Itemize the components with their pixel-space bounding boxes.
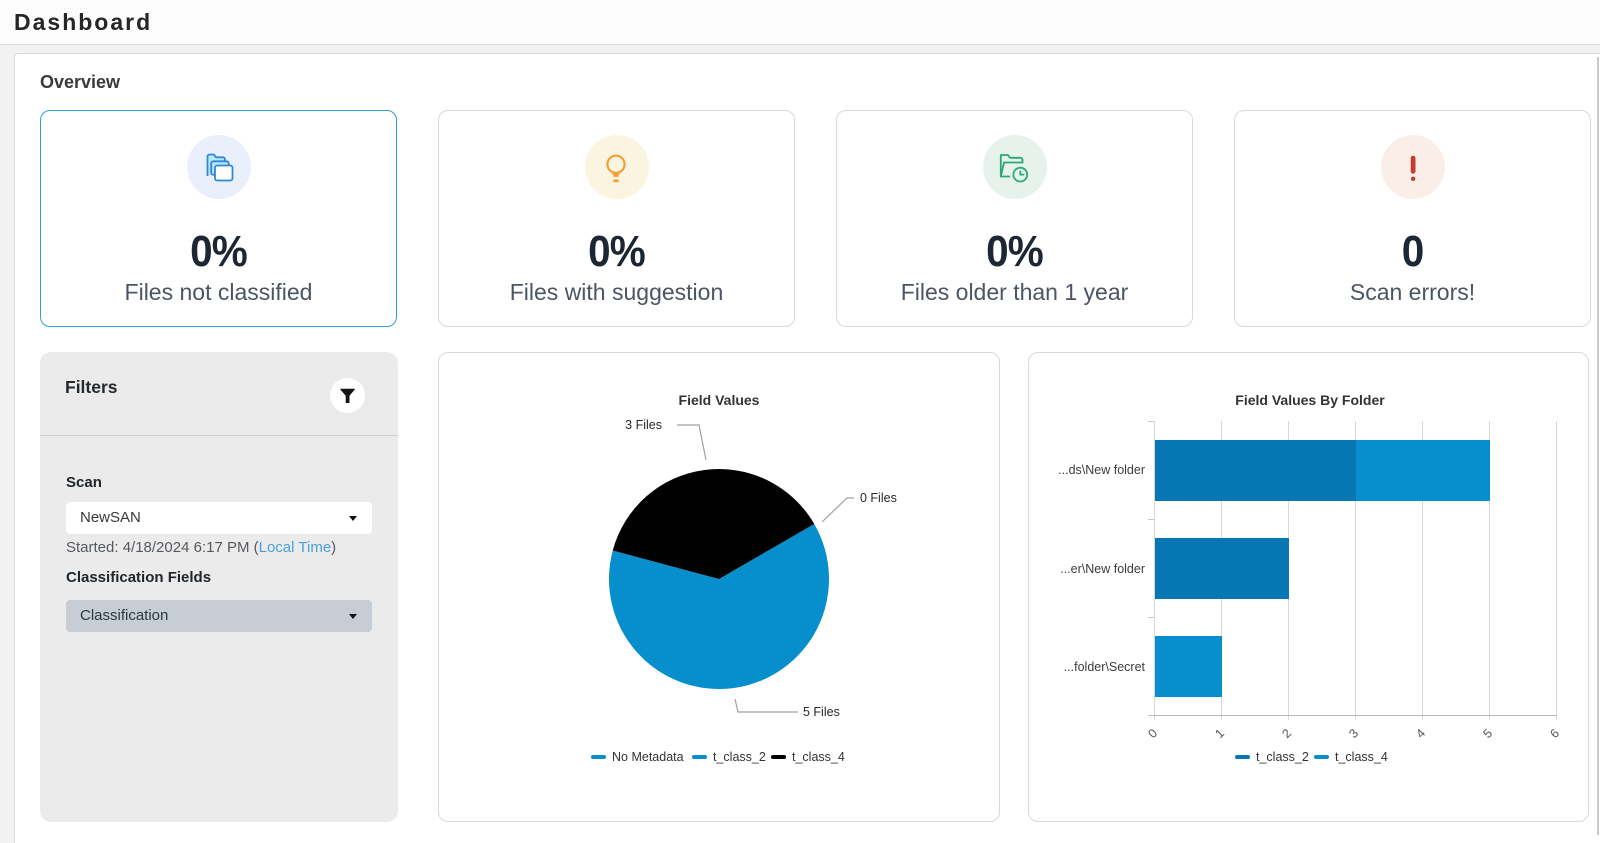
svg-text:3: 3 <box>1346 726 1361 741</box>
svg-text:...ds\New folder: ...ds\New folder <box>1058 463 1145 477</box>
svg-text:2: 2 <box>1279 726 1294 741</box>
svg-text:No Metadata: No Metadata <box>612 750 684 764</box>
svg-text:...folder\Secret: ...folder\Secret <box>1064 660 1146 674</box>
svg-text:5 Files: 5 Files <box>803 705 840 719</box>
svg-text:5: 5 <box>1480 726 1495 741</box>
svg-text:t_class_4: t_class_4 <box>1335 750 1388 764</box>
svg-text:Field Values By Folder: Field Values By Folder <box>1235 392 1385 408</box>
svg-text:Field Values: Field Values <box>679 392 760 408</box>
svg-text:t_class_2: t_class_2 <box>1256 750 1309 764</box>
svg-text:6: 6 <box>1547 726 1562 741</box>
svg-text:t_class_2: t_class_2 <box>713 750 766 764</box>
svg-text:t_class_4: t_class_4 <box>792 750 845 764</box>
svg-text:0 Files: 0 Files <box>860 491 897 505</box>
svg-text:1: 1 <box>1212 726 1227 741</box>
svg-text:3 Files: 3 Files <box>625 418 662 432</box>
svg-text:0: 0 <box>1145 726 1160 741</box>
svg-text:4: 4 <box>1413 726 1428 741</box>
svg-text:...er\New folder: ...er\New folder <box>1060 562 1145 576</box>
